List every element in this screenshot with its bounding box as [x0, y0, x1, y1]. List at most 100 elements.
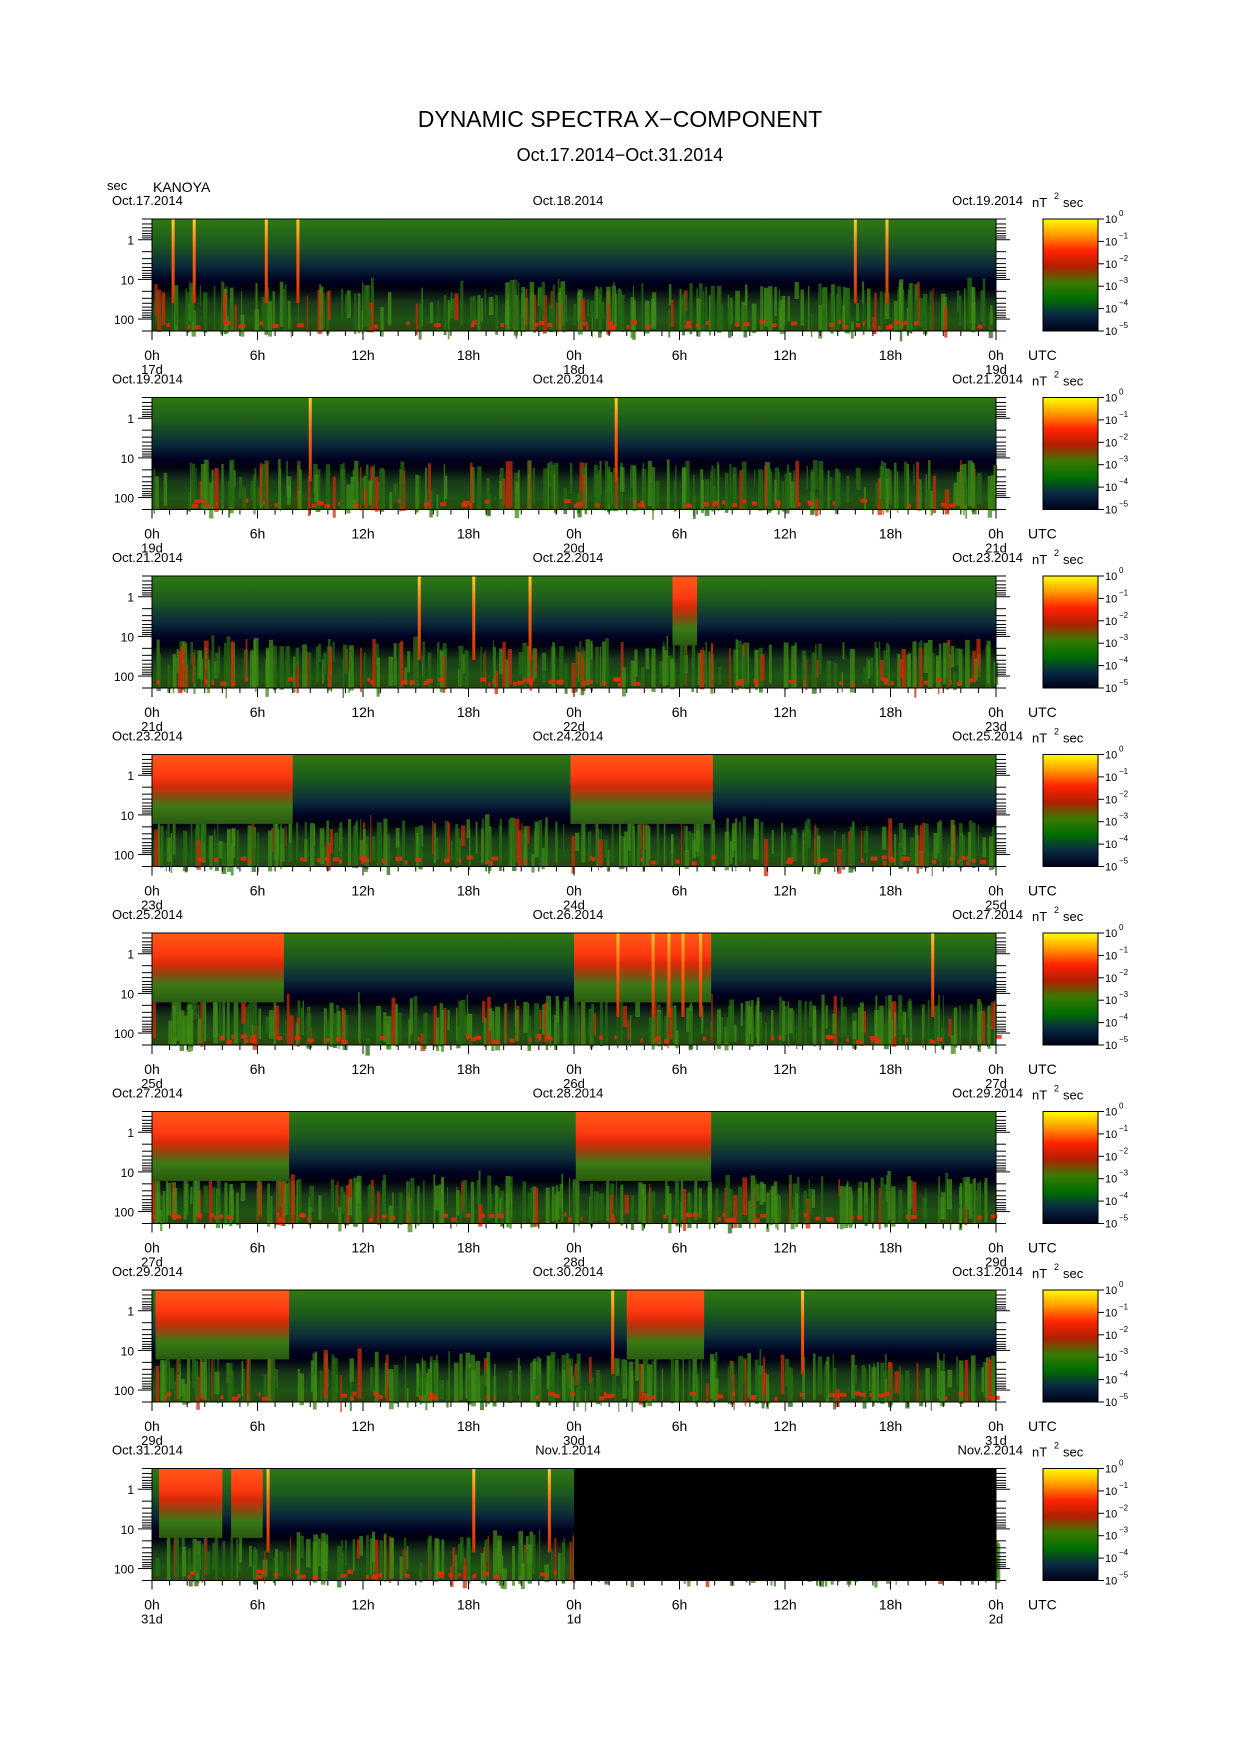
spectral-power-burst [990, 1002, 995, 1030]
spectral-power-burst [595, 820, 599, 864]
spectral-power-burst [353, 503, 359, 508]
spectral-power-burst [325, 1020, 329, 1040]
spectral-power-burst [982, 278, 986, 326]
spectral-power-burst [702, 1036, 707, 1041]
spectral-power-burst [564, 499, 571, 504]
spectral-power-burst [547, 322, 553, 327]
spectral-power-burst [862, 321, 865, 326]
spectral-power-burst [372, 638, 376, 688]
spectral-power-burst [923, 680, 929, 685]
spectral-power-burst [710, 642, 714, 690]
spectral-power-burst [510, 461, 513, 508]
spectral-power-burst [966, 861, 970, 866]
spectral-power-burst [205, 652, 209, 688]
spectral-power-burst [264, 1551, 266, 1584]
spectral-power-burst [813, 1353, 816, 1400]
spectral-power-burst [945, 1172, 948, 1222]
spectral-power-burst [287, 1178, 291, 1225]
spectral-power-burst [980, 1010, 986, 1044]
spectral-power-burst [500, 1190, 504, 1227]
spectral-power-burst [990, 1214, 995, 1219]
spectral-power-burst [714, 1378, 719, 1401]
spectral-power-burst [499, 825, 503, 871]
spectral-power-burst [239, 1531, 243, 1563]
colorbar-tick-base: 10 [1105, 1219, 1117, 1231]
spectral-power-burst [860, 830, 863, 860]
spectral-power-burst [963, 489, 965, 516]
spectral-power-burst [888, 645, 890, 686]
spectral-power-burst [712, 486, 717, 504]
spectral-power-burst [231, 1034, 235, 1039]
x-tick-label: 12h [773, 526, 796, 542]
spectral-power-burst [630, 660, 636, 686]
spectral-power-burst [227, 1367, 231, 1402]
spectral-power-burst [276, 1212, 280, 1217]
spectral-power-burst [729, 999, 735, 1042]
spectral-power-burst [882, 861, 887, 866]
spectral-power-burst [557, 1358, 559, 1404]
spectral-power-burst [807, 285, 810, 331]
spectral-power-burst [423, 502, 430, 507]
spectral-power-burst [556, 1191, 560, 1220]
spectral-power-burst [472, 1575, 475, 1580]
spectral-power-burst [764, 287, 769, 327]
spectral-power-burst [187, 303, 192, 322]
spectral-power-burst [167, 664, 171, 693]
spectral-power-burst [408, 1018, 411, 1049]
spectral-power-burst [729, 1218, 734, 1223]
colorbar-unit: nT [1032, 909, 1047, 924]
spectral-power-burst [684, 503, 690, 508]
spectral-power-burst [743, 322, 750, 327]
spectral-power-burst [674, 1005, 677, 1046]
spectral-power-burst [238, 324, 243, 329]
spectral-power-burst [740, 1002, 744, 1027]
y-tick-label: 10 [121, 452, 135, 466]
spectral-power-burst [493, 1530, 498, 1580]
spectral-power-burst [884, 292, 890, 320]
colorbar-unit-suffix: sec [1063, 909, 1084, 924]
spectral-power-burst [319, 284, 322, 332]
spectral-power-burst [483, 1017, 487, 1048]
spectral-power-burst [293, 656, 296, 693]
spectral-power-burst [463, 500, 470, 505]
spectral-power-burst [700, 1360, 703, 1402]
spectral-power-burst [177, 1533, 180, 1578]
spectral-power-burst [893, 300, 898, 332]
spectral-power-burst [193, 649, 196, 684]
spectral-power-burst [534, 322, 539, 327]
spectral-power-burst [876, 1039, 881, 1044]
spectral-power-burst [556, 680, 562, 685]
spectral-power-burst [278, 829, 281, 858]
spectral-power-burst [645, 1396, 651, 1401]
spectral-power-burst [817, 835, 821, 875]
spectral-power-burst [420, 1033, 426, 1052]
colorbar-unit-suffix: sec [1063, 1445, 1084, 1460]
y-tick-label: 100 [114, 1563, 134, 1577]
colorbar-tick-base: 10 [1105, 1129, 1117, 1141]
spectral-power-burst [487, 826, 492, 868]
spectral-power-burst [846, 1184, 849, 1226]
spectral-power-burst [314, 474, 319, 503]
spectral-power-burst [956, 1356, 958, 1386]
spectral-power-burst [971, 462, 975, 508]
spectral-power-burst [893, 1011, 897, 1037]
spectral-power-burst [993, 1001, 997, 1045]
colorbar-unit: nT [1032, 731, 1047, 746]
spectral-power-burst [299, 469, 302, 510]
spectral-power-burst [484, 499, 490, 504]
spectral-power-burst [443, 1213, 449, 1218]
spectral-power-burst [926, 488, 931, 510]
spectral-power-burst [911, 1214, 917, 1219]
spectral-power-burst [380, 306, 384, 337]
spectral-power-burst [156, 680, 161, 685]
spectral-power-burst [655, 480, 660, 508]
spectral-power-burst [986, 640, 991, 684]
spectral-power-burst [972, 650, 976, 679]
spectral-power-burst [805, 1198, 811, 1229]
spectral-power-burst [702, 290, 705, 332]
spectral-power-burst [725, 1218, 731, 1223]
colorbar-tick-exp: −2 [1119, 1325, 1129, 1334]
spectral-power-burst [577, 292, 581, 321]
spectral-power-burst [820, 1176, 824, 1222]
spectral-power-burst [470, 462, 473, 510]
